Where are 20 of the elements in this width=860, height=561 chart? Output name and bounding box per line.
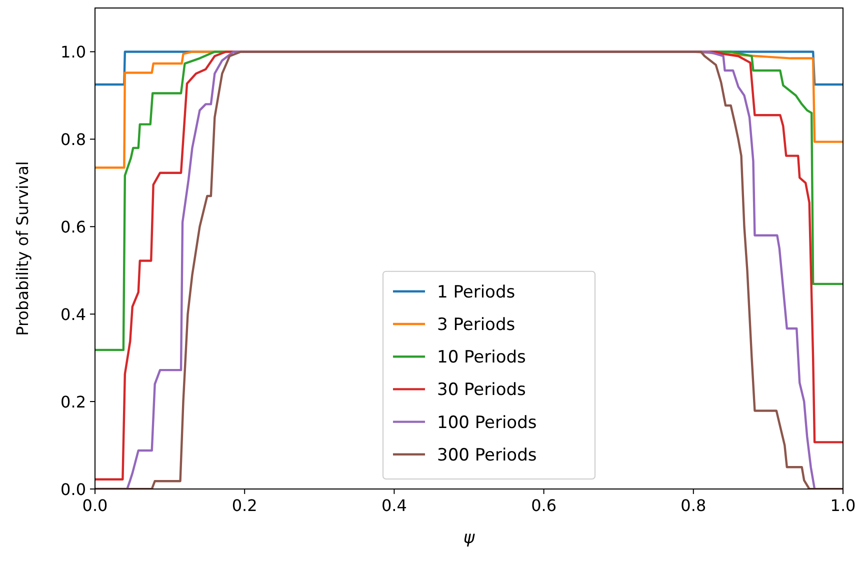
x-tick-label: 1.0 [830,496,856,515]
y-axis-title: Probability of Survival [13,161,32,336]
legend-label: 3 Periods [437,315,516,335]
x-tick-label: 0.2 [232,496,258,515]
x-tick-label: 0.6 [531,496,557,515]
y-tick-label: 0.8 [60,130,86,150]
y-tick-label: 0.0 [60,480,86,499]
y-tick-label: 0.6 [60,218,86,237]
legend-label: 1 Periods [437,282,516,302]
legend-label: 30 Periods [437,380,526,400]
x-tick-label: 0.0 [82,496,108,515]
y-tick-label: 0.2 [60,392,86,412]
x-tick-label: 0.4 [381,496,407,515]
x-axis-title: ψ [463,528,476,548]
legend-label: 10 Periods [437,348,526,368]
legend-label: 300 Periods [437,445,537,466]
y-tick-label: 1.0 [60,42,86,62]
y-tick-label: 0.4 [60,305,86,324]
legend-label: 100 Periods [437,412,537,433]
x-tick-label: 0.8 [680,496,706,515]
